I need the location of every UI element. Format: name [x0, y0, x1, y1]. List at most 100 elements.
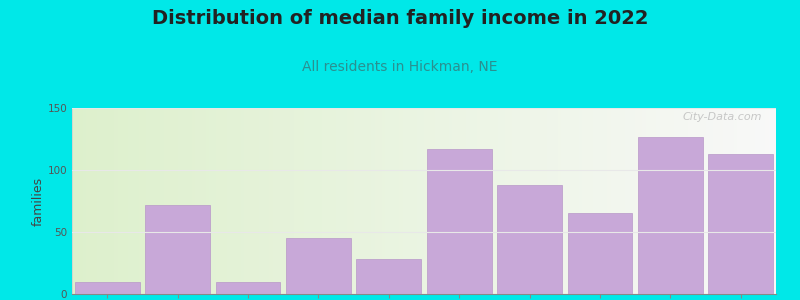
- Bar: [185, 108, 188, 294]
- Bar: [726, 108, 730, 294]
- Bar: [399, 108, 403, 294]
- Bar: [597, 108, 600, 294]
- Bar: [706, 108, 709, 294]
- Bar: [93, 108, 97, 294]
- Bar: [403, 108, 406, 294]
- Bar: [698, 108, 702, 294]
- Bar: [586, 108, 590, 294]
- Bar: [160, 108, 163, 294]
- Bar: [575, 108, 579, 294]
- Bar: [251, 108, 255, 294]
- Bar: [304, 108, 308, 294]
- Bar: [421, 108, 424, 294]
- Bar: [558, 108, 562, 294]
- Bar: [646, 108, 650, 294]
- Bar: [174, 108, 178, 294]
- Bar: [434, 108, 438, 294]
- Bar: [614, 108, 618, 294]
- Bar: [374, 108, 378, 294]
- Bar: [751, 108, 755, 294]
- Bar: [223, 108, 227, 294]
- Bar: [734, 108, 738, 294]
- Bar: [283, 108, 286, 294]
- Bar: [445, 108, 449, 294]
- Bar: [681, 108, 685, 294]
- Bar: [79, 108, 82, 294]
- Bar: [311, 108, 315, 294]
- Bar: [509, 108, 512, 294]
- Bar: [262, 108, 266, 294]
- Bar: [75, 108, 79, 294]
- Bar: [255, 108, 258, 294]
- Bar: [459, 108, 462, 294]
- Bar: [730, 108, 734, 294]
- Bar: [670, 108, 674, 294]
- Bar: [610, 108, 614, 294]
- Bar: [198, 108, 202, 294]
- Bar: [357, 108, 361, 294]
- Bar: [389, 108, 392, 294]
- Bar: [498, 185, 562, 294]
- Bar: [484, 108, 487, 294]
- Bar: [206, 108, 210, 294]
- Bar: [474, 108, 477, 294]
- Bar: [286, 238, 350, 294]
- Bar: [386, 108, 389, 294]
- Bar: [667, 108, 670, 294]
- Bar: [128, 108, 132, 294]
- Bar: [522, 108, 526, 294]
- Bar: [635, 108, 638, 294]
- Bar: [210, 108, 213, 294]
- Bar: [663, 108, 667, 294]
- Bar: [354, 108, 357, 294]
- Bar: [628, 108, 632, 294]
- Bar: [709, 108, 713, 294]
- Bar: [192, 108, 195, 294]
- Bar: [72, 108, 75, 294]
- Bar: [346, 108, 350, 294]
- Bar: [755, 108, 758, 294]
- Bar: [491, 108, 494, 294]
- Bar: [396, 108, 399, 294]
- Bar: [738, 108, 741, 294]
- Bar: [371, 108, 374, 294]
- Bar: [519, 108, 522, 294]
- Bar: [544, 108, 547, 294]
- Bar: [526, 108, 530, 294]
- Bar: [368, 108, 371, 294]
- Bar: [487, 108, 491, 294]
- Bar: [90, 108, 93, 294]
- Bar: [762, 108, 766, 294]
- Bar: [579, 108, 582, 294]
- Bar: [533, 108, 537, 294]
- Bar: [650, 108, 653, 294]
- Bar: [537, 108, 540, 294]
- Bar: [378, 108, 382, 294]
- Bar: [361, 108, 364, 294]
- Bar: [427, 149, 491, 294]
- Bar: [100, 108, 104, 294]
- Bar: [515, 108, 519, 294]
- Bar: [357, 259, 421, 294]
- Bar: [245, 108, 248, 294]
- Bar: [122, 108, 125, 294]
- Bar: [301, 108, 304, 294]
- Bar: [494, 108, 498, 294]
- Bar: [554, 108, 558, 294]
- Bar: [230, 108, 234, 294]
- Bar: [480, 108, 484, 294]
- Bar: [414, 108, 417, 294]
- Bar: [600, 108, 603, 294]
- Bar: [417, 108, 421, 294]
- Bar: [547, 108, 550, 294]
- Bar: [286, 108, 290, 294]
- Bar: [456, 108, 459, 294]
- Bar: [621, 108, 625, 294]
- Bar: [315, 108, 318, 294]
- Bar: [449, 108, 452, 294]
- Bar: [392, 108, 396, 294]
- Bar: [241, 108, 245, 294]
- Bar: [660, 108, 663, 294]
- Bar: [75, 282, 139, 294]
- Bar: [146, 108, 150, 294]
